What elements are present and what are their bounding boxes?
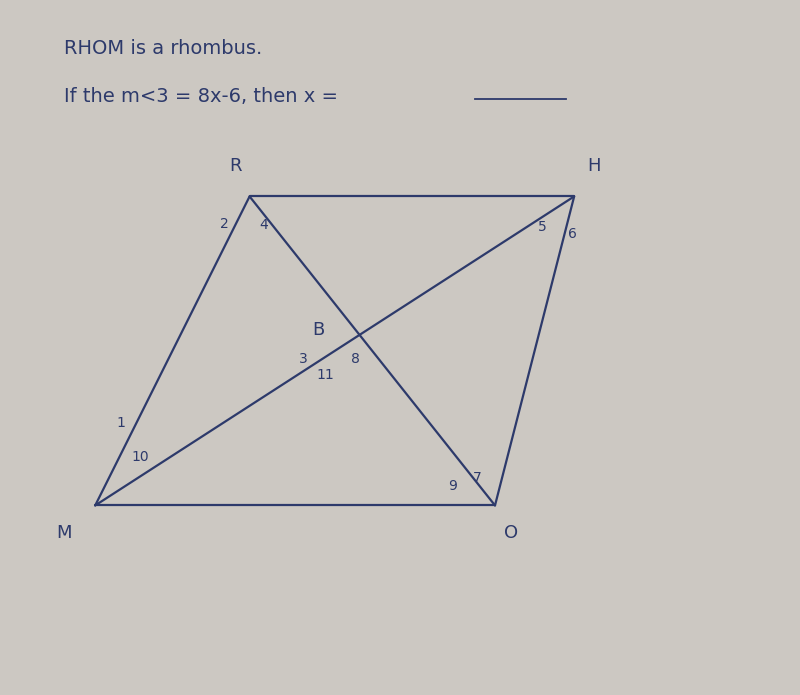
Text: 6: 6 xyxy=(568,227,577,241)
Text: RHOM is a rhombus.: RHOM is a rhombus. xyxy=(63,38,262,58)
Text: 2: 2 xyxy=(220,217,229,231)
Text: R: R xyxy=(229,156,242,174)
Text: 1: 1 xyxy=(117,416,126,430)
Text: 10: 10 xyxy=(131,450,149,464)
Text: 4: 4 xyxy=(259,218,268,232)
Text: B: B xyxy=(313,321,325,339)
Text: 8: 8 xyxy=(351,352,360,366)
Text: O: O xyxy=(504,524,518,542)
Text: 5: 5 xyxy=(538,220,547,234)
Text: 9: 9 xyxy=(448,480,457,493)
Text: 11: 11 xyxy=(317,368,334,382)
Text: 3: 3 xyxy=(299,352,308,366)
Text: H: H xyxy=(587,156,601,174)
Text: M: M xyxy=(56,524,71,542)
Text: 7: 7 xyxy=(474,471,482,485)
Text: If the m<3 = 8x-6, then x =: If the m<3 = 8x-6, then x = xyxy=(63,87,344,106)
